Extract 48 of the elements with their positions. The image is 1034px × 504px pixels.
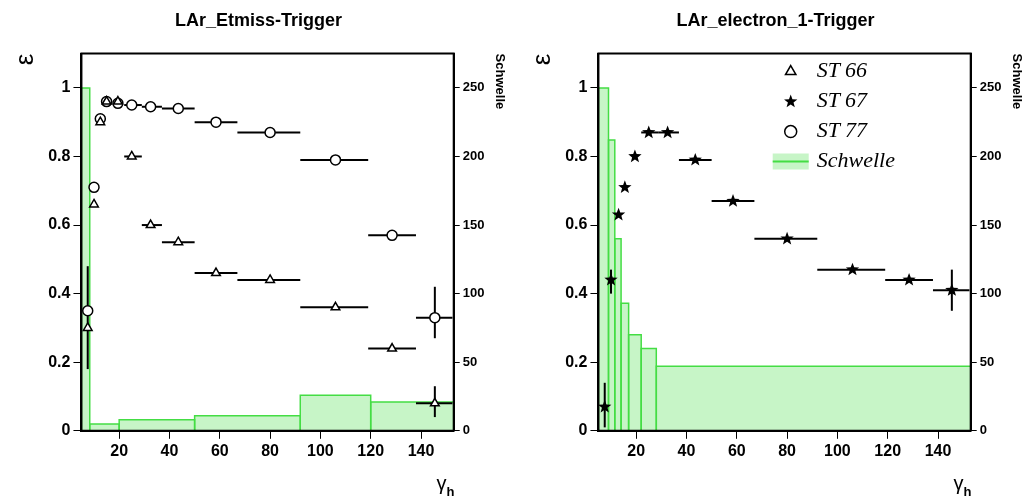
x-tick-label: 20 [627, 441, 646, 459]
y-tick-label: 0.4 [48, 284, 71, 302]
y2-tick-label: 150 [462, 216, 485, 232]
y-tick-label: 0 [578, 421, 588, 439]
y2-axis-title: Schwelle [492, 53, 508, 110]
y2-tick-label: 250 [462, 79, 485, 95]
y2-tick-label: 0 [462, 422, 470, 438]
y-axis-title: ε [8, 53, 39, 66]
y2-tick-label: 100 [462, 285, 485, 301]
y2-tick-label: 200 [979, 148, 1002, 164]
y2-tick-label: 250 [979, 79, 1002, 95]
x-tick-label: 140 [924, 441, 952, 459]
x-tick-label: 120 [357, 441, 385, 459]
y-tick-label: 0.4 [565, 284, 588, 302]
x-tick-label: 40 [677, 441, 696, 459]
y2-tick-label: 200 [462, 148, 485, 164]
y-tick-label: 1 [61, 78, 71, 96]
y-tick-label: 0 [61, 421, 71, 439]
x-tick-label: 120 [874, 441, 902, 459]
y-axis-title: ε [525, 53, 556, 66]
legend-label: ST 77 [816, 117, 869, 143]
y2-tick-label: 0 [979, 422, 987, 438]
x-tick-label: 60 [210, 441, 229, 459]
y2-tick-label: 50 [462, 353, 478, 369]
x-tick-label: 80 [778, 441, 797, 459]
legend-label: Schwelle [816, 147, 896, 173]
y2-tick-label: 50 [979, 353, 995, 369]
x-tick-label: 100 [307, 441, 334, 459]
y-tick-label: 0.6 [565, 215, 588, 233]
y-tick-label: 0.8 [565, 146, 588, 164]
x-tick-label: 40 [160, 441, 179, 459]
y-tick-label: 1 [578, 78, 588, 96]
x-tick-label: 60 [727, 441, 746, 459]
chart-title: LAr_electron_1-Trigger [676, 9, 875, 30]
x-tick-label: 80 [261, 441, 280, 459]
y-tick-label: 0.6 [48, 215, 71, 233]
x-tick-label: 20 [110, 441, 129, 459]
y2-tick-label: 150 [979, 216, 1002, 232]
y-tick-label: 0.8 [48, 146, 71, 164]
y2-axis-title: Schwelle [1009, 53, 1025, 110]
legend-label: ST 66 [816, 57, 868, 83]
legend-label: ST 67 [816, 87, 869, 113]
y-tick-label: 0.2 [565, 352, 588, 370]
x-tick-label: 100 [824, 441, 851, 459]
y2-tick-label: 100 [979, 285, 1002, 301]
y-tick-label: 0.2 [48, 352, 71, 370]
x-tick-label: 140 [407, 441, 435, 459]
chart-title: LAr_Etmiss-Trigger [174, 9, 343, 30]
